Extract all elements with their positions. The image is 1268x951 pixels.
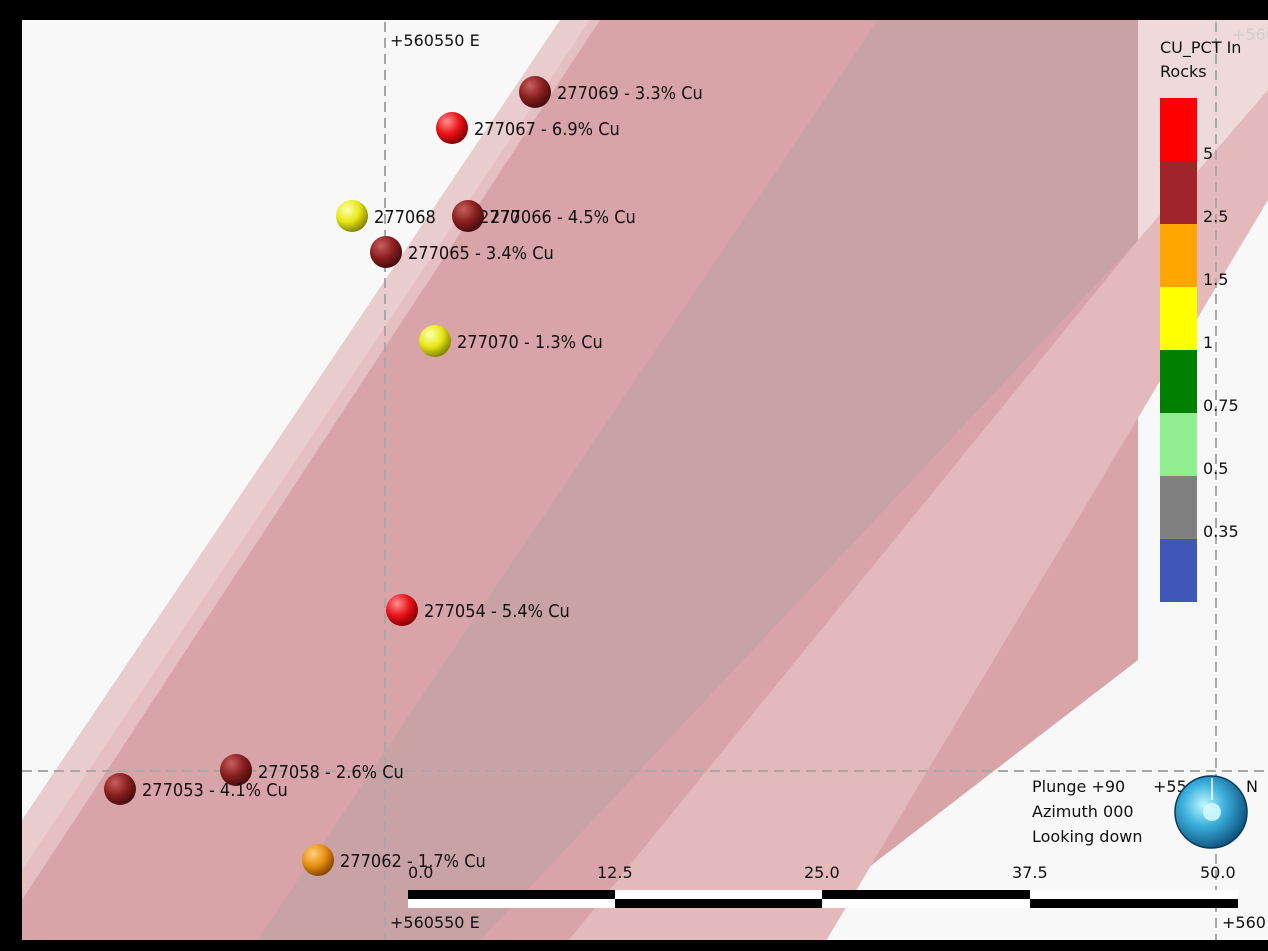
legend-swatch — [1160, 98, 1197, 161]
sample-277068[interactable]: 277068 — [336, 200, 436, 232]
sample-marker[interactable] — [452, 200, 484, 232]
legend-title-2: Rocks — [1160, 62, 1207, 81]
sample-marker[interactable] — [220, 754, 252, 786]
legend: CU_PCT In Rocks 5 2.5 1.5 1 0.75 0.5 0.35 — [1160, 38, 1241, 602]
sample-277058[interactable]: 277058 - 2.6% Cu — [220, 754, 404, 786]
sample-277062[interactable]: 277062 - 1.7% Cu — [302, 844, 486, 876]
azimuth-text: Azimuth 000 — [1032, 802, 1134, 821]
scale-bar: 0.0 12.5 25.0 37.5 50.0 — [408, 863, 1238, 908]
sample-label: 277062 - 1.7% Cu — [340, 851, 486, 872]
sample-label: 277054 - 5.4% Cu — [424, 601, 570, 622]
legend-label: 5 — [1203, 144, 1213, 163]
vein-band-inner — [257, 20, 1138, 940]
scale-tick-2: 25.0 — [804, 863, 840, 882]
sample-marker[interactable] — [302, 844, 334, 876]
legend-swatch — [1160, 413, 1197, 476]
scale-tick-1: 12.5 — [597, 863, 633, 882]
legend-label: 0.35 — [1203, 522, 1239, 541]
sample-label-overlap: 2770 — [479, 207, 520, 228]
sample-277067[interactable]: 277067 - 6.9% Cu — [436, 112, 620, 144]
northing-label: +55 — [1153, 777, 1187, 796]
sample-277053[interactable]: 277053 - 4.1% Cu — [104, 773, 288, 805]
sample-marker[interactable] — [419, 325, 451, 357]
legend-swatch — [1160, 476, 1197, 539]
orientation-globe-icon[interactable] — [1174, 775, 1248, 849]
plunge-text: Plunge +90 — [1032, 777, 1125, 796]
sample-277066[interactable]: 2770 277066 - 4.5% Cu — [452, 200, 636, 232]
legend-swatch — [1160, 224, 1197, 287]
scale-tick-4: 50.0 — [1200, 863, 1236, 882]
sample-marker[interactable] — [336, 200, 368, 232]
sample-label: 277053 - 4.1% Cu — [142, 780, 288, 801]
sample-marker[interactable] — [386, 594, 418, 626]
sample-277070[interactable]: 277070 - 1.3% Cu — [419, 325, 603, 357]
legend-label: 0.75 — [1203, 396, 1239, 415]
easting-label-right-bottom: +560 — [1222, 913, 1266, 932]
sample-277069[interactable]: 277069 - 3.3% Cu — [519, 76, 703, 108]
sample-label: 277069 - 3.3% Cu — [557, 83, 703, 104]
sample-label: 277066 - 4.5% Cu — [490, 207, 636, 228]
legend-title: CU_PCT In — [1160, 38, 1241, 58]
legend-swatch — [1160, 161, 1197, 224]
sample-label: 277065 - 3.4% Cu — [408, 243, 554, 264]
sample-marker[interactable] — [519, 76, 551, 108]
sample-277054[interactable]: 277054 - 5.4% Cu — [386, 594, 570, 626]
looking-text: Looking down — [1032, 827, 1142, 846]
sample-label: 277067 - 6.9% Cu — [474, 119, 620, 140]
legend-swatch — [1160, 539, 1197, 602]
easting-label-right-top: +560 — [1232, 25, 1268, 44]
legend-swatch — [1160, 287, 1197, 350]
easting-label-top: +560550 E — [390, 31, 480, 50]
sample-label: 277058 - 2.6% Cu — [258, 762, 404, 783]
legend-label: 2.5 — [1203, 207, 1228, 226]
legend-label: 1.5 — [1203, 270, 1228, 289]
sample-label: 277068 — [374, 207, 436, 228]
easting-label-bottom: +560550 E — [390, 913, 480, 932]
sample-277065[interactable]: 277065 - 3.4% Cu — [370, 236, 554, 268]
sample-marker[interactable] — [104, 773, 136, 805]
sample-marker[interactable] — [436, 112, 468, 144]
scale-tick-3: 37.5 — [1012, 863, 1048, 882]
vein-band-lower — [568, 90, 1268, 940]
northing-suffix: N — [1246, 777, 1258, 796]
sample-marker[interactable] — [370, 236, 402, 268]
legend-color-bins: 5 2.5 1.5 1 0.75 0.5 0.35 — [1160, 98, 1239, 602]
legend-swatch — [1160, 350, 1197, 413]
sample-label: 277070 - 1.3% Cu — [457, 332, 603, 353]
scale-tick-0: 0.0 — [408, 863, 433, 882]
legend-label: 1 — [1203, 333, 1213, 352]
legend-label: 0.5 — [1203, 459, 1228, 478]
vein-edge-strip — [22, 20, 600, 900]
